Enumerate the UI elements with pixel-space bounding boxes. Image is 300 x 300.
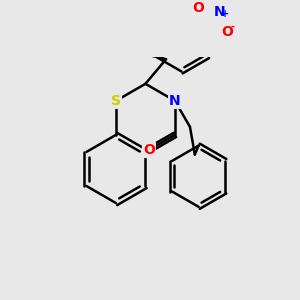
Text: O: O [143,143,155,157]
Text: O: O [192,1,204,15]
Text: N: N [169,94,181,108]
Text: S: S [111,94,121,108]
Text: N: N [214,5,226,19]
Text: +: + [221,9,229,19]
Text: -: - [231,22,235,32]
Text: O: O [221,26,233,39]
